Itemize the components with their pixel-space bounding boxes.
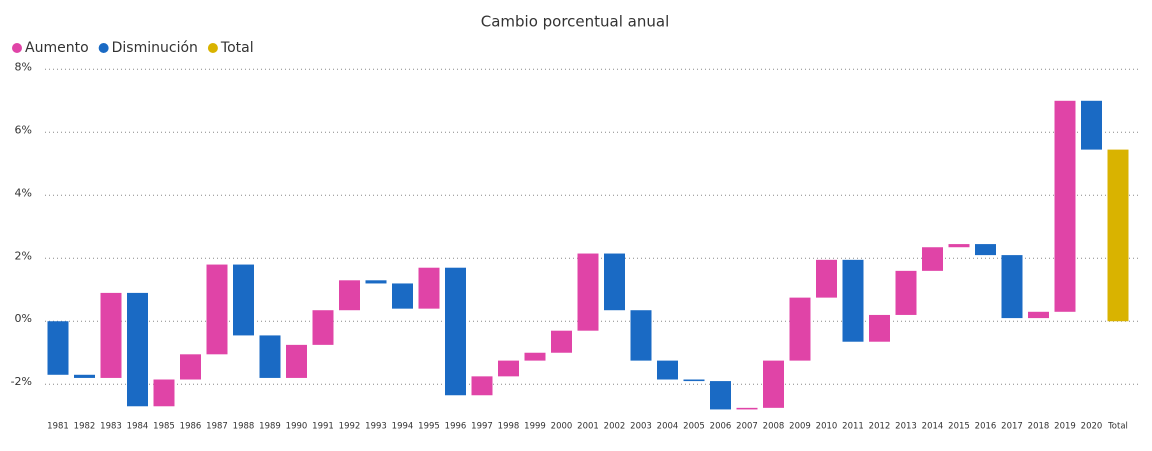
x-tick-label: 1990 bbox=[286, 422, 308, 432]
y-tick-label: 0% bbox=[15, 312, 32, 325]
bar bbox=[365, 280, 387, 284]
x-tick-label: Total bbox=[1107, 422, 1128, 432]
bar bbox=[206, 264, 228, 355]
x-tick-label: 1992 bbox=[339, 422, 361, 432]
bar bbox=[736, 407, 758, 410]
x-tick-label: 1982 bbox=[74, 422, 96, 432]
x-tick-label: 2011 bbox=[842, 422, 864, 432]
bar bbox=[339, 280, 360, 311]
x-tick-label: 2008 bbox=[763, 422, 785, 432]
x-tick-label: 2018 bbox=[1028, 422, 1050, 432]
legend-marker bbox=[207, 43, 218, 53]
bar bbox=[577, 253, 599, 331]
x-tick-label: 1986 bbox=[180, 422, 202, 432]
bar bbox=[127, 292, 148, 407]
bar bbox=[1001, 255, 1023, 319]
x-tick-label: 2020 bbox=[1081, 422, 1103, 432]
bar bbox=[710, 381, 731, 410]
bar bbox=[657, 360, 678, 380]
x-tick-label: 1988 bbox=[233, 422, 255, 432]
bar bbox=[259, 335, 281, 378]
bar bbox=[922, 247, 943, 271]
bar bbox=[286, 344, 307, 378]
y-tick-label: 2% bbox=[15, 249, 32, 262]
x-tick-label: 1996 bbox=[445, 422, 467, 432]
x-tick-label: 2002 bbox=[604, 422, 626, 432]
legend-label: Aumento bbox=[25, 40, 89, 56]
y-tick-label: -2% bbox=[11, 375, 32, 388]
x-tick-label: 2012 bbox=[869, 422, 891, 432]
x-tick-label: 1993 bbox=[365, 422, 387, 432]
x-tick-label: 2016 bbox=[975, 422, 997, 432]
x-tick-label: 1994 bbox=[392, 422, 414, 432]
x-tick-label: 1984 bbox=[127, 422, 149, 432]
x-tick-label: 2006 bbox=[710, 422, 732, 432]
bar bbox=[789, 297, 811, 361]
x-tick-label: 1989 bbox=[259, 422, 281, 432]
x-tick-label: 2017 bbox=[1001, 422, 1023, 432]
x-tick-label: 2001 bbox=[577, 422, 599, 432]
x-tick-label: 1981 bbox=[47, 422, 69, 432]
x-tick-label: 1985 bbox=[153, 422, 175, 432]
x-tick-label: 2014 bbox=[922, 422, 944, 432]
bar bbox=[551, 330, 572, 353]
x-tick-label: 2015 bbox=[948, 422, 970, 432]
bar bbox=[233, 264, 254, 336]
bar bbox=[1028, 311, 1049, 319]
x-tick-label: 1987 bbox=[206, 422, 228, 432]
bar bbox=[471, 376, 493, 396]
total-bar bbox=[1107, 149, 1129, 322]
legend-marker bbox=[98, 43, 109, 53]
x-tick-label: 2013 bbox=[895, 422, 917, 432]
bar bbox=[47, 321, 69, 375]
bar bbox=[604, 253, 625, 311]
x-tick-label: 2004 bbox=[657, 422, 679, 432]
legend-label: Disminución bbox=[112, 40, 198, 56]
legend-label: Total bbox=[220, 40, 254, 56]
y-tick-label: 8% bbox=[15, 60, 32, 73]
x-tick-label: 2005 bbox=[683, 422, 705, 432]
bar bbox=[1081, 100, 1102, 150]
bar bbox=[392, 283, 413, 309]
x-tick-label: 1999 bbox=[524, 422, 546, 432]
bar bbox=[74, 374, 95, 378]
bar bbox=[312, 310, 334, 345]
x-tick-label: 1983 bbox=[100, 422, 122, 432]
bar bbox=[869, 314, 890, 342]
chart-title: Cambio porcentual anual bbox=[481, 13, 670, 31]
bar bbox=[948, 244, 970, 248]
bar bbox=[153, 379, 175, 407]
y-tick-label: 4% bbox=[15, 186, 32, 199]
x-tick-label: 2009 bbox=[789, 422, 811, 432]
x-tick-label: 1995 bbox=[418, 422, 440, 432]
x-tick-label: 2010 bbox=[816, 422, 838, 432]
bar bbox=[683, 379, 705, 382]
bar bbox=[498, 360, 519, 377]
x-tick-label: 1991 bbox=[312, 422, 334, 432]
bar bbox=[816, 259, 837, 298]
bar bbox=[842, 259, 864, 342]
bar bbox=[630, 310, 652, 361]
bar bbox=[418, 267, 440, 309]
bar bbox=[895, 270, 917, 315]
bar bbox=[1054, 100, 1076, 312]
x-tick-label: 2007 bbox=[736, 422, 758, 432]
legend-marker bbox=[12, 43, 22, 53]
bar bbox=[524, 352, 546, 361]
x-tick-label: 1997 bbox=[471, 422, 493, 432]
bar bbox=[100, 292, 122, 378]
x-tick-label: 2000 bbox=[551, 422, 573, 432]
bar bbox=[180, 354, 201, 380]
x-tick-label: 2019 bbox=[1054, 422, 1076, 432]
bar bbox=[445, 267, 466, 396]
x-tick-label: 2003 bbox=[630, 422, 652, 432]
x-tick-label: 1998 bbox=[498, 422, 520, 432]
y-tick-label: 6% bbox=[15, 123, 32, 136]
bar bbox=[975, 244, 996, 256]
bar bbox=[763, 360, 784, 408]
